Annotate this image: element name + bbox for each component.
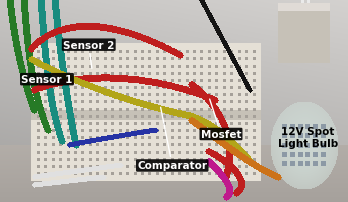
Text: Mosfet: Mosfet <box>201 100 241 139</box>
Text: Sensor 2: Sensor 2 <box>63 40 114 69</box>
Text: Sensor 1: Sensor 1 <box>21 75 73 85</box>
Text: Comparator: Comparator <box>137 108 207 171</box>
Text: 12V Spot
Light Bulb: 12V Spot Light Bulb <box>278 127 338 148</box>
